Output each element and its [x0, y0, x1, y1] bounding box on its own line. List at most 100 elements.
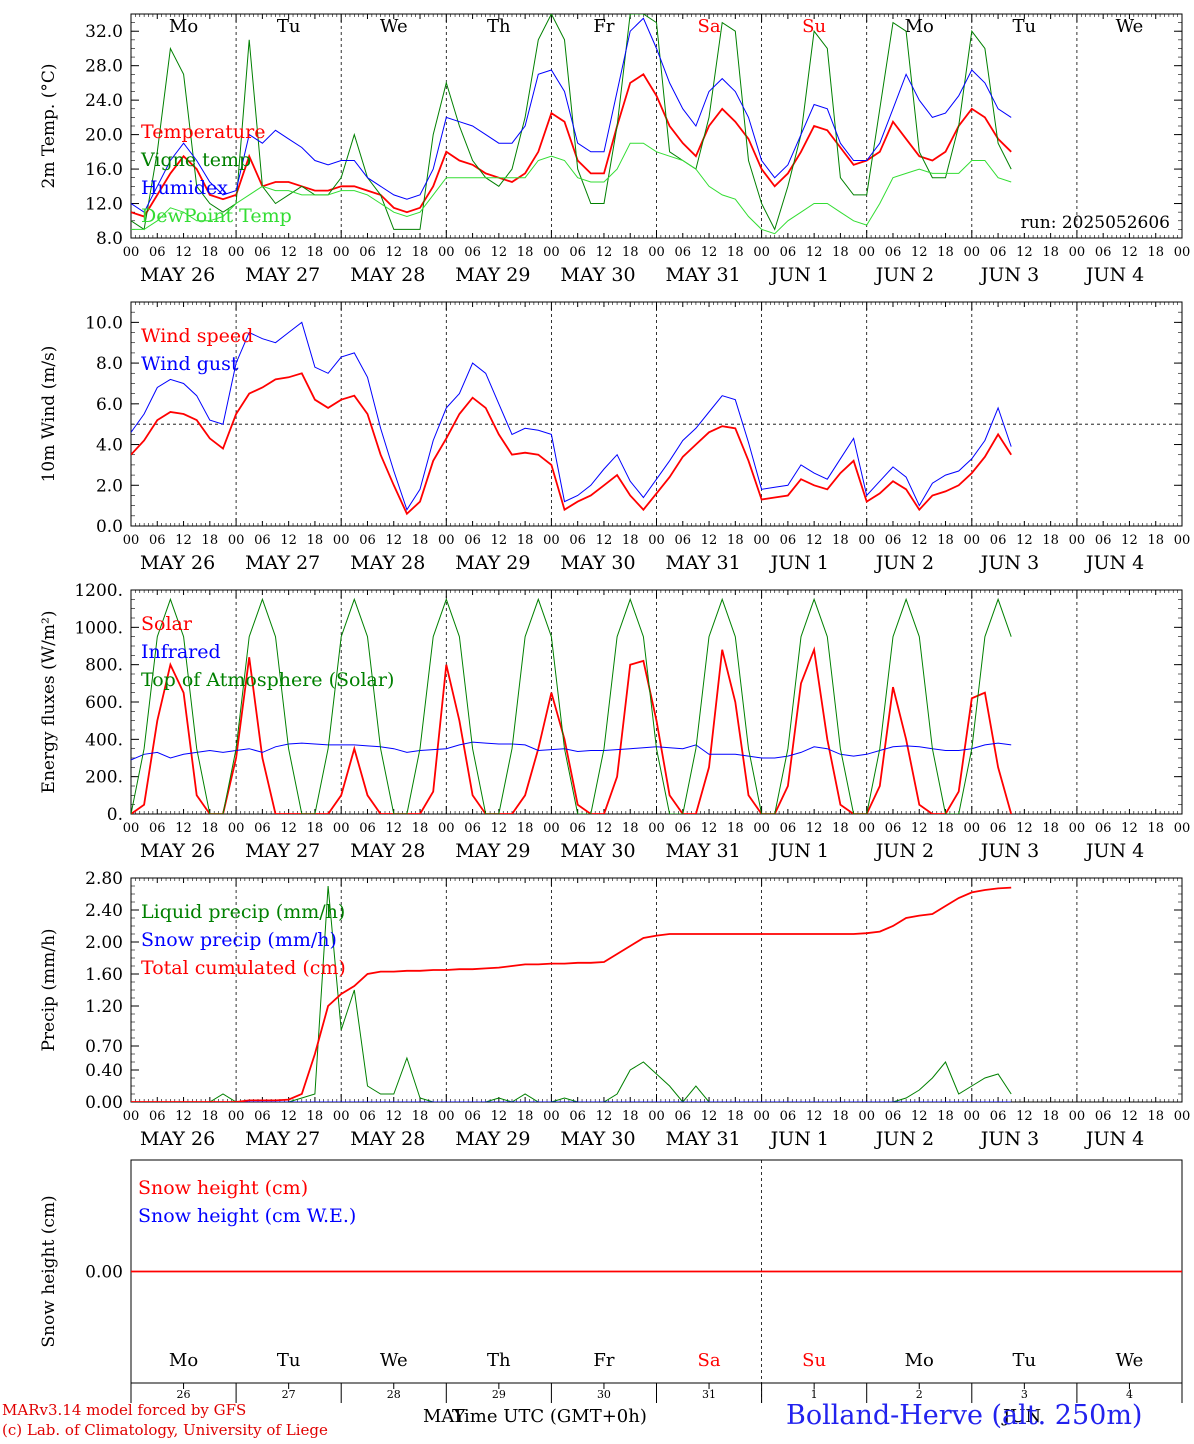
date-label: JUN 2	[874, 552, 934, 574]
hour-tick-label: 00	[333, 533, 350, 548]
legend-entry: Temperature	[141, 121, 265, 143]
hour-tick-label: 12	[385, 1109, 402, 1124]
y-tick-label: 600.	[85, 693, 123, 713]
day-number-label: 4	[1126, 1388, 1133, 1401]
hour-tick-label: 12	[491, 245, 508, 260]
hour-tick-label: 06	[885, 1109, 902, 1124]
hour-tick-label: 18	[307, 1109, 324, 1124]
series-top-of-atmosphere-solar-line	[131, 597, 1012, 814]
legend-entry: Snow height (cm W.E.)	[138, 1205, 356, 1227]
date-label: MAY 31	[666, 840, 741, 862]
y-axis-title: Snow height (cm)	[39, 1195, 59, 1347]
hour-tick-label: 18	[832, 821, 849, 836]
y-tick-label: 0.00	[85, 1093, 123, 1113]
credit-line: (c) Lab. of Climatology, University of L…	[2, 1421, 328, 1439]
date-label: JUN 1	[769, 264, 829, 286]
date-label: MAY 27	[245, 264, 320, 286]
date-label: JUN 1	[769, 1128, 829, 1150]
hour-tick-label: 06	[990, 821, 1007, 836]
hour-tick-label: 00	[648, 1109, 665, 1124]
date-label: MAY 28	[350, 552, 425, 574]
legend-entry: Snow precip (mm/h)	[141, 929, 337, 951]
weekday-label: Fr	[593, 1350, 614, 1371]
hour-tick-label: 18	[517, 1109, 534, 1124]
hour-tick-label: 00	[543, 245, 560, 260]
weekday-label: Mo	[905, 16, 934, 37]
date-label: MAY 29	[455, 264, 530, 286]
hour-tick-label: 00	[1174, 245, 1191, 260]
hour-tick-label: 18	[1042, 533, 1059, 548]
hour-tick-label: 12	[175, 1109, 192, 1124]
hour-tick-label: 12	[1016, 821, 1033, 836]
series-wind-gust-line	[131, 321, 1012, 511]
hour-tick-label: 12	[1016, 1109, 1033, 1124]
hour-tick-label: 00	[438, 821, 455, 836]
hour-tick-label: 12	[701, 821, 718, 836]
weekday-label: Mo	[905, 1350, 934, 1371]
weekday-label: Fr	[593, 16, 614, 37]
y-tick-label: 0.40	[85, 1061, 123, 1081]
hour-tick-label: 18	[1042, 245, 1059, 260]
hour-tick-label: 00	[1174, 1109, 1191, 1124]
weekday-label: We	[1116, 16, 1144, 37]
y-tick-label: 24.0	[85, 91, 123, 111]
hour-tick-label: 12	[911, 821, 928, 836]
hour-tick-label: 18	[622, 1109, 639, 1124]
y-tick-label: 12.0	[85, 195, 123, 215]
weekday-label: Tu	[1013, 1350, 1037, 1371]
hour-tick-label: 06	[675, 533, 692, 548]
day-number-label: 28	[387, 1388, 401, 1401]
hour-tick-label: 06	[359, 1109, 376, 1124]
hour-tick-label: 00	[648, 821, 665, 836]
hour-tick-label: 00	[123, 821, 140, 836]
hour-tick-label: 12	[596, 533, 613, 548]
hour-tick-label: 06	[359, 533, 376, 548]
hour-tick-label: 06	[885, 245, 902, 260]
hour-tick-label: 18	[517, 821, 534, 836]
hour-tick-label: 00	[964, 533, 981, 548]
day-number-label: 27	[282, 1388, 296, 1401]
hour-tick-label: 12	[280, 1109, 297, 1124]
y-tick-label: 2.40	[85, 901, 123, 921]
legend-entry: DewPoint Temp	[141, 205, 292, 227]
hour-tick-label: 06	[149, 1109, 166, 1124]
date-label: MAY 27	[245, 1128, 320, 1150]
hour-tick-label: 12	[701, 245, 718, 260]
date-label: JUN 4	[1084, 264, 1144, 286]
hour-tick-label: 06	[780, 1109, 797, 1124]
series-wind-speed-line	[131, 372, 1012, 516]
legend-entry: Humidex	[141, 177, 228, 199]
date-label: MAY 26	[140, 840, 215, 862]
y-tick-label: 10.0	[85, 313, 123, 333]
date-label: MAY 30	[560, 1128, 635, 1150]
y-tick-label: 1200.	[74, 581, 123, 601]
hour-tick-label: 18	[1147, 1109, 1164, 1124]
hour-tick-label: 06	[149, 533, 166, 548]
hour-tick-label: 18	[307, 533, 324, 548]
hour-tick-label: 06	[254, 245, 271, 260]
hour-tick-label: 18	[622, 245, 639, 260]
hour-tick-label: 12	[280, 533, 297, 548]
hour-tick-label: 00	[333, 245, 350, 260]
series-total-cumulated-cm-line	[131, 886, 1012, 1102]
date-label: JUN 3	[979, 552, 1039, 574]
y-axis-title: 2m Temp. (°C)	[39, 63, 59, 188]
hour-tick-label: 00	[648, 533, 665, 548]
hour-tick-label: 00	[123, 245, 140, 260]
weekday-label: Sa	[698, 16, 721, 37]
panel-frame	[130, 589, 1183, 815]
hour-tick-label: 00	[1069, 533, 1086, 548]
hour-tick-label: 00	[753, 533, 770, 548]
date-label: MAY 28	[350, 1128, 425, 1150]
hour-tick-label: 06	[149, 245, 166, 260]
hour-tick-label: 06	[254, 533, 271, 548]
hour-tick-label: 18	[937, 821, 954, 836]
series-dewpoint-temp-line	[131, 142, 1012, 235]
hour-tick-label: 18	[832, 245, 849, 260]
hour-tick-label: 00	[964, 821, 981, 836]
legend-entry: Top of Atmosphere (Solar)	[141, 669, 394, 691]
hour-tick-label: 18	[412, 533, 429, 548]
y-tick-label: 0.00	[85, 1263, 123, 1283]
legend-entry: Wind gust	[141, 353, 239, 375]
hour-tick-label: 18	[307, 821, 324, 836]
